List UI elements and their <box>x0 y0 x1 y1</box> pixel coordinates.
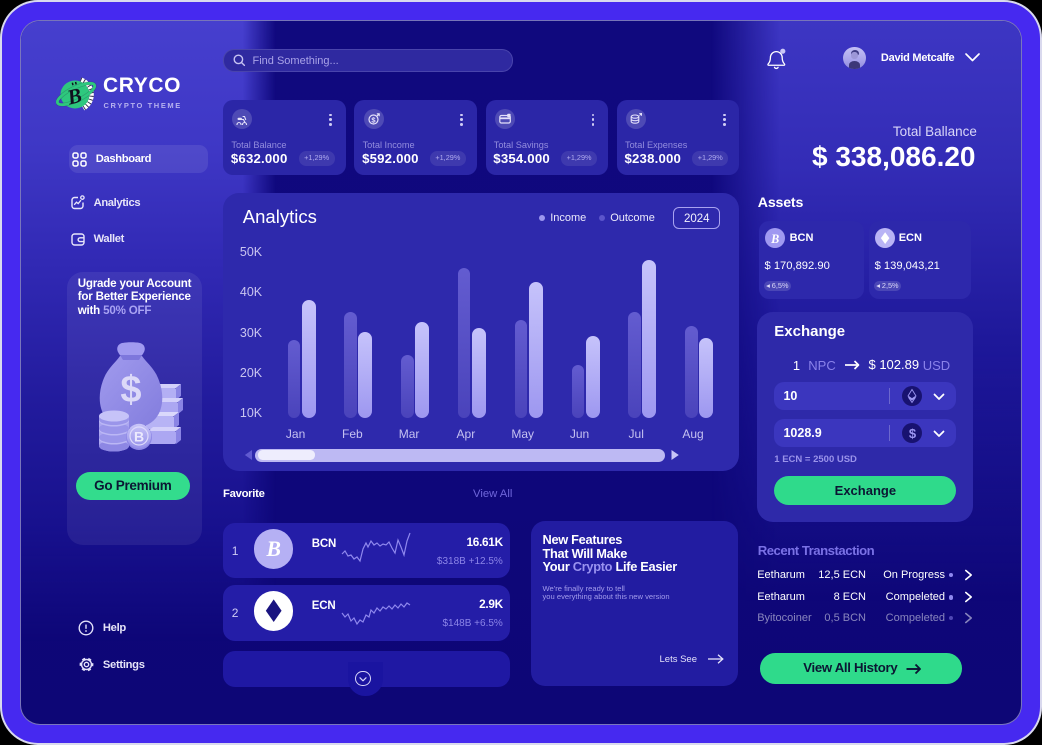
svg-text:$: $ <box>371 115 376 124</box>
svg-text:B: B <box>770 231 779 245</box>
svg-text:B: B <box>265 537 280 561</box>
svg-text:B: B <box>64 83 84 110</box>
svg-text:$: $ <box>120 369 141 411</box>
svg-text:B: B <box>134 429 144 445</box>
